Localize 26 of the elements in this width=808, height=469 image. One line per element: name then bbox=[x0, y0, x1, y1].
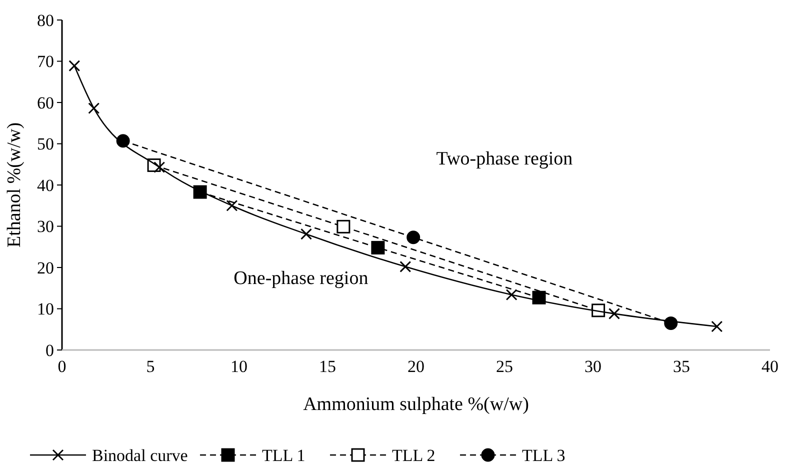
y-tick-label: 70 bbox=[37, 52, 54, 72]
y-tick-label: 60 bbox=[37, 93, 54, 112]
y-tick-label: 40 bbox=[37, 176, 54, 195]
x-tick-label: 10 bbox=[230, 357, 248, 376]
y-axis-title: Ethanol %(w/w) bbox=[4, 122, 25, 248]
y-tick-label: 10 bbox=[37, 300, 54, 319]
x-tick-label: 20 bbox=[408, 357, 424, 376]
annotation: One-phase region bbox=[234, 268, 369, 289]
x-axis-title: Ammonium sulphate %(w/w) bbox=[303, 394, 529, 415]
x-tick-label: 5 bbox=[146, 357, 155, 376]
x-tick-label: 15 bbox=[319, 357, 336, 376]
x-tick-label: 40 bbox=[762, 357, 778, 376]
y-tick-label: 50 bbox=[37, 134, 54, 154]
legend-label: TLL 2 bbox=[392, 446, 436, 465]
legend-label: Binodal curve bbox=[92, 446, 188, 465]
y-tick-label: 80 bbox=[37, 10, 54, 30]
legend-label: TLL 1 bbox=[262, 446, 306, 465]
x-tick-label: 35 bbox=[673, 357, 690, 376]
x-tick-label: 30 bbox=[584, 357, 602, 376]
legend-label: TLL 3 bbox=[522, 446, 566, 465]
y-tick-label: 30 bbox=[37, 217, 54, 236]
y-tick-label: 20 bbox=[37, 258, 54, 278]
annotation: Two-phase region bbox=[436, 148, 574, 170]
y-tick-label: 0 bbox=[46, 340, 54, 360]
x-tick-label: 25 bbox=[496, 357, 513, 376]
x-tick-label: 0 bbox=[58, 357, 66, 376]
